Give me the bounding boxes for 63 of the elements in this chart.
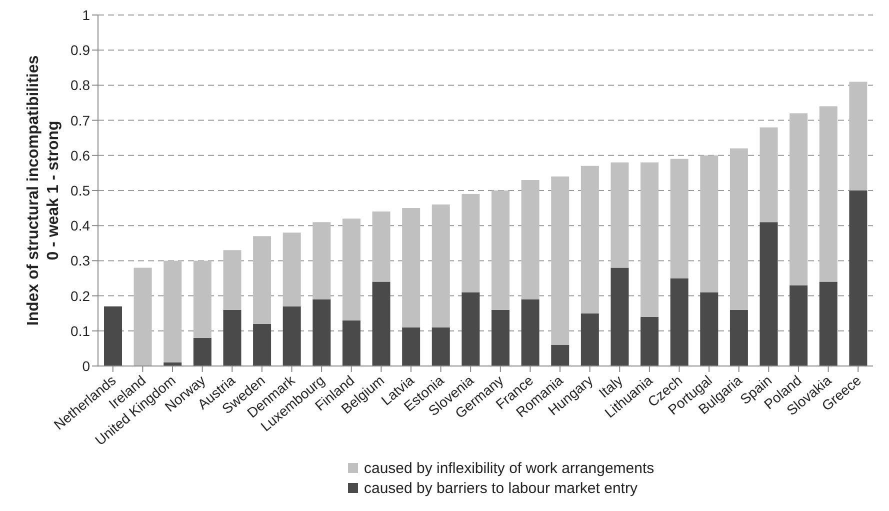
bar <box>492 310 510 366</box>
y-tick-label: 0.6 <box>70 147 90 164</box>
bar <box>492 190 510 310</box>
bar <box>372 212 390 282</box>
bar <box>462 292 480 366</box>
y-tick-label: 0.8 <box>70 77 90 94</box>
bar <box>790 285 808 366</box>
legend-label: caused by barriers to labour market entry <box>364 480 638 496</box>
bar <box>580 313 599 366</box>
bar <box>134 268 152 366</box>
bar <box>432 327 450 366</box>
bar <box>223 250 242 310</box>
bar <box>432 204 450 328</box>
y-tick-label: 0.3 <box>70 252 90 269</box>
y-axis-title: Index of structural incompatibilities 0 - weak 1 - strong <box>25 55 62 326</box>
bar <box>372 282 390 366</box>
bar <box>193 260 212 338</box>
bar <box>670 158 688 278</box>
bar <box>849 190 868 366</box>
bar <box>700 292 718 366</box>
bar <box>760 222 778 366</box>
bar <box>223 310 242 366</box>
bar <box>402 208 420 328</box>
bar <box>521 180 540 300</box>
bar <box>551 176 570 345</box>
y-tick-label: 1 <box>82 6 90 23</box>
bar <box>790 113 808 286</box>
y-tick-label: 0.4 <box>70 218 90 234</box>
bar <box>640 162 659 317</box>
bar <box>730 148 748 310</box>
bar <box>730 310 748 366</box>
bar <box>610 268 629 366</box>
bar <box>819 282 838 366</box>
bar <box>670 278 688 366</box>
bar <box>640 316 659 366</box>
bar <box>551 344 570 366</box>
bar <box>193 338 212 366</box>
bar <box>849 82 868 190</box>
bar <box>342 320 360 366</box>
y-tick-label: 0.9 <box>70 42 90 58</box>
bar <box>164 260 182 362</box>
y-tick-label: 0.7 <box>70 112 90 128</box>
bar <box>342 218 360 320</box>
bar <box>282 306 301 366</box>
y-tick-label: 0.5 <box>70 182 90 198</box>
bar <box>312 222 331 300</box>
bar <box>462 194 480 292</box>
bar <box>253 236 272 324</box>
bar <box>312 299 331 366</box>
bar <box>610 162 629 268</box>
bar <box>700 155 718 292</box>
bar <box>402 327 420 366</box>
y-tick-label: 0 <box>82 358 90 374</box>
y-tick-label: 0.1 <box>70 322 90 339</box>
bar <box>104 306 122 366</box>
legend-label: caused by inflexibility of work arrangements <box>364 460 654 476</box>
y-tick-label: 0.2 <box>70 288 90 304</box>
bar <box>580 166 599 314</box>
bar <box>282 232 301 306</box>
bar <box>521 299 540 366</box>
bar <box>253 324 272 366</box>
bar <box>819 106 838 282</box>
bar <box>760 127 778 222</box>
